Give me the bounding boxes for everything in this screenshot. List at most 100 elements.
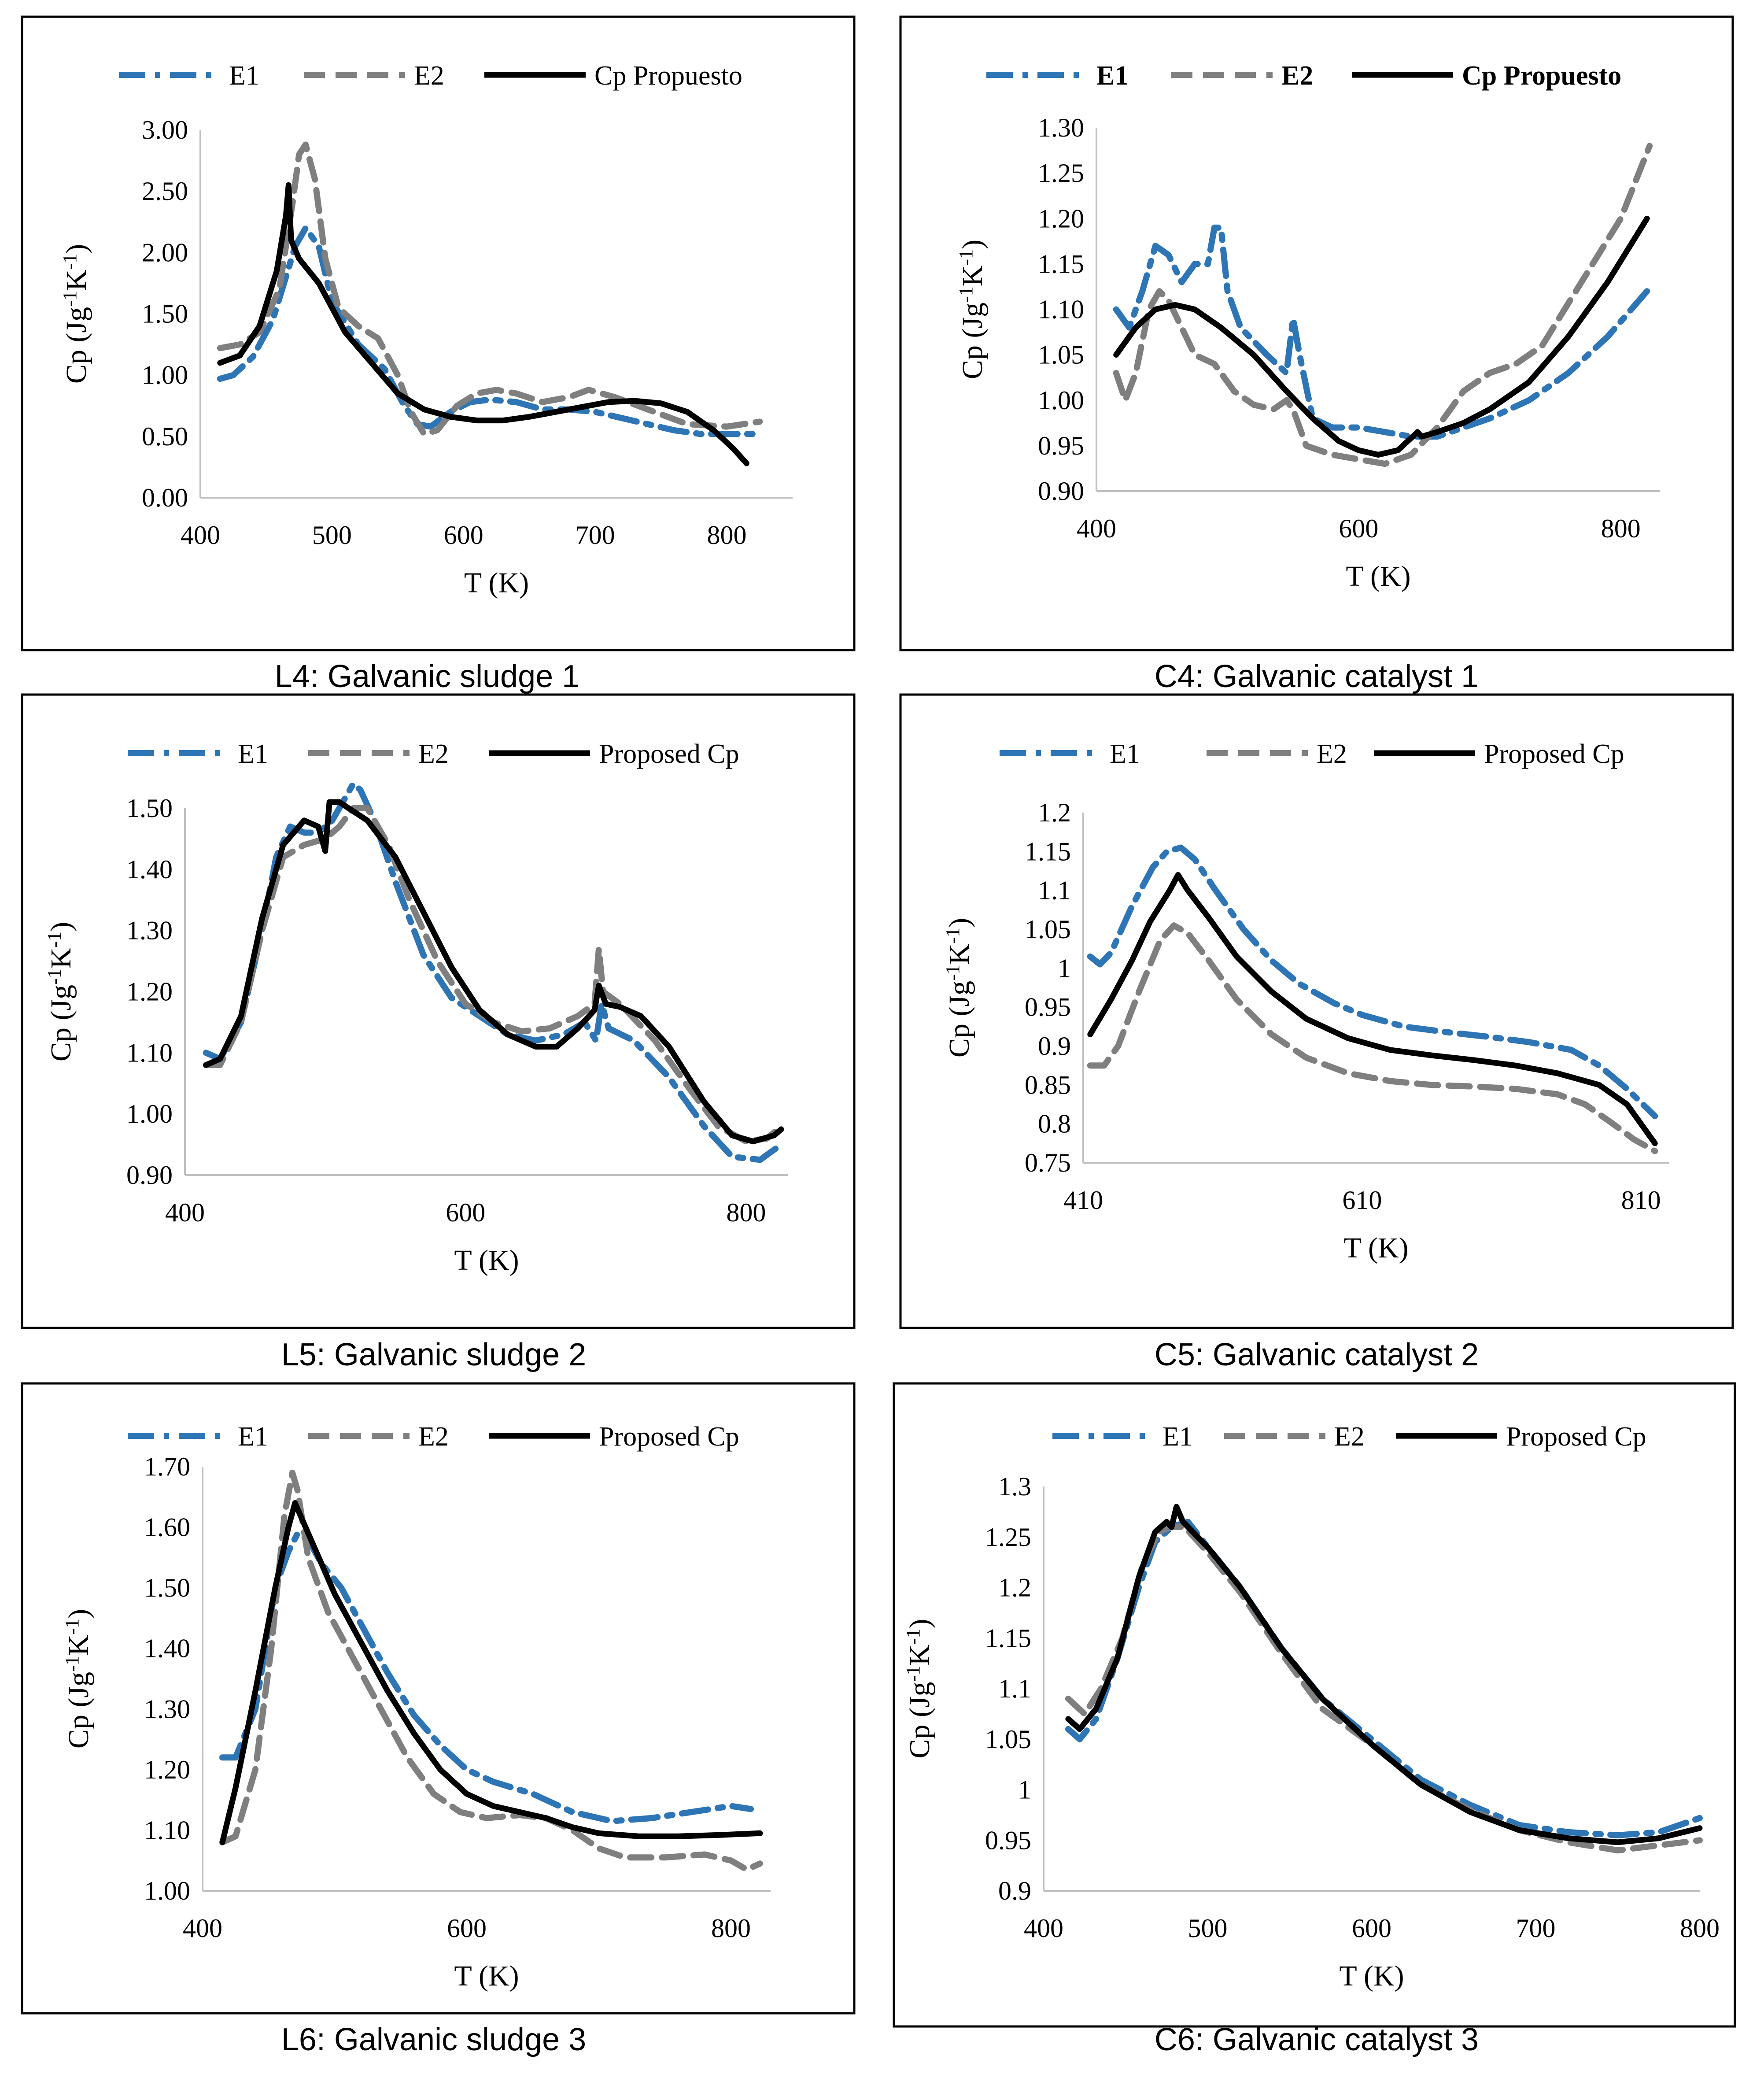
y-tick-label: 1.15 bbox=[1025, 837, 1071, 866]
y-tick-label: 1.3 bbox=[998, 1472, 1031, 1501]
chart-panel-l4: 0.00 0.50 1.00 1.50 2.00 2.50 3.00 400 500 600 700… bbox=[21, 15, 856, 651]
legend-label: E2 bbox=[1317, 739, 1347, 769]
chart-frame bbox=[21, 15, 856, 651]
chart-panel-c4: 0.90 0.95 1.00 1.05 1.10 1.15 1.20 1.25 1.30 400 6… bbox=[899, 15, 1734, 651]
y-axis-label-part: ) bbox=[60, 244, 92, 254]
y-tick-label: 2.50 bbox=[142, 177, 188, 206]
y-axis-label: Cp (Jg-1K-1) bbox=[59, 244, 92, 384]
y-tick-label: 0.9 bbox=[1038, 1032, 1071, 1061]
legend-label: Proposed Cp bbox=[599, 1422, 739, 1452]
chart-caption: C6: Galvanic catalyst 3 bbox=[1155, 2022, 1479, 2057]
x-tick-label: 400 bbox=[165, 1198, 205, 1227]
y-axis-label-part: K bbox=[45, 948, 77, 969]
y-tick-label: 1.50 bbox=[126, 794, 173, 823]
y-axis-label-superscript: -1 bbox=[955, 249, 977, 266]
x-tick-label: 500 bbox=[312, 521, 352, 550]
y-tick-label: 1.00 bbox=[142, 361, 188, 390]
y-axis-label-part: Cp (Jg bbox=[63, 1672, 95, 1749]
x-axis-label: T (K) bbox=[454, 1244, 519, 1276]
y-axis-label-part: Cp (Jg bbox=[904, 1682, 936, 1758]
y-tick-label: 0.95 bbox=[1025, 993, 1071, 1022]
y-tick-label: 0.90 bbox=[1038, 477, 1084, 506]
legend-label: Proposed Cp bbox=[1484, 739, 1624, 769]
chart-frame bbox=[21, 693, 856, 1329]
y-tick-label: 1.20 bbox=[1038, 204, 1084, 233]
legend-label: E1 bbox=[238, 739, 268, 769]
y-axis-label-part: Cp (Jg bbox=[943, 981, 975, 1057]
y-tick-label: 1 bbox=[1058, 954, 1071, 983]
x-axis-label: T (K) bbox=[464, 567, 529, 599]
y-tick-label: 1.40 bbox=[144, 1634, 190, 1663]
series-line-cp bbox=[217, 182, 749, 466]
series-line-cp bbox=[1113, 215, 1650, 458]
series-line-e1 bbox=[219, 1530, 754, 1824]
chart-caption: C5: Galvanic catalyst 2 bbox=[1155, 1337, 1479, 1372]
y-axis-label: Cp (Jg-1K-1) bbox=[61, 1609, 95, 1749]
y-axis-label-part: K bbox=[60, 270, 92, 291]
x-tick-label: 600 bbox=[1339, 514, 1378, 543]
y-axis-label-part: Cp (Jg bbox=[45, 985, 77, 1061]
chart-frame bbox=[899, 693, 1734, 1329]
y-tick-label: 1.1 bbox=[1038, 876, 1071, 905]
y-axis-label: Cp (Jg-1K-1) bbox=[902, 1619, 936, 1758]
y-tick-label: 1.50 bbox=[144, 1573, 190, 1602]
legend-label: E1 bbox=[238, 1422, 268, 1452]
y-tick-label: 1.30 bbox=[1038, 113, 1084, 142]
y-tick-label: 1.20 bbox=[144, 1755, 190, 1784]
y-axis-label-part: ) bbox=[904, 1619, 936, 1628]
legend-label: Proposed Cp bbox=[1506, 1422, 1646, 1452]
legend-label: E2 bbox=[414, 61, 444, 91]
series-line-cp bbox=[203, 799, 784, 1145]
chart-caption: L6: Galvanic sludge 3 bbox=[281, 2022, 586, 2057]
y-axis-label-superscript: -1 bbox=[59, 291, 81, 307]
y-axis-label-part: ) bbox=[943, 918, 975, 928]
x-tick-label: 600 bbox=[444, 521, 483, 550]
y-axis-label: Cp (Jg-1K-1) bbox=[44, 922, 77, 1061]
y-tick-label: 1.05 bbox=[1038, 340, 1084, 370]
chart-frame bbox=[21, 1382, 856, 2015]
x-tick-label: 600 bbox=[447, 1914, 487, 1943]
y-axis-label-superscript: -1 bbox=[61, 1656, 83, 1672]
x-tick-label: 800 bbox=[726, 1198, 766, 1227]
y-tick-label: 1.1 bbox=[998, 1674, 1031, 1703]
y-tick-label: 1 bbox=[1018, 1775, 1031, 1804]
chart-caption: L5: Galvanic sludge 2 bbox=[281, 1337, 586, 1372]
series-line-e2 bbox=[1113, 143, 1653, 467]
x-tick-label: 400 bbox=[181, 521, 220, 550]
y-axis-label-superscript: -1 bbox=[955, 286, 977, 303]
chart-caption: C4: Galvanic catalyst 1 bbox=[1155, 659, 1479, 694]
y-axis-label-part: Cp (Jg bbox=[60, 307, 92, 384]
legend-label: E2 bbox=[1281, 61, 1313, 91]
y-axis-label-part: ) bbox=[45, 922, 77, 932]
y-tick-label: 3.00 bbox=[142, 115, 188, 144]
series-line-e2 bbox=[1087, 922, 1658, 1154]
chart-frame bbox=[899, 15, 1734, 651]
series-line-e2 bbox=[219, 1469, 763, 1873]
y-axis-label-part: ) bbox=[956, 240, 989, 249]
y-tick-label: 0.75 bbox=[1025, 1148, 1071, 1177]
legend-label: E1 bbox=[1096, 61, 1128, 91]
legend-label: E2 bbox=[418, 1422, 449, 1452]
series-line-e1 bbox=[1087, 844, 1658, 1119]
y-tick-label: 1.30 bbox=[126, 916, 173, 945]
y-tick-label: 1.40 bbox=[126, 855, 173, 884]
y-tick-label: 1.00 bbox=[1038, 386, 1084, 415]
x-tick-label: 600 bbox=[446, 1198, 485, 1227]
x-tick-label: 700 bbox=[576, 521, 615, 550]
y-axis-label-superscript: -1 bbox=[902, 1666, 924, 1682]
y-tick-label: 1.70 bbox=[144, 1452, 190, 1481]
y-tick-label: 1.20 bbox=[126, 977, 173, 1006]
y-tick-label: 0.8 bbox=[1038, 1109, 1071, 1139]
x-tick-label: 400 bbox=[1077, 514, 1116, 543]
y-tick-label: 0.95 bbox=[985, 1826, 1031, 1855]
y-axis-label-part: K bbox=[63, 1635, 95, 1656]
y-axis-label-superscript: -1 bbox=[902, 1628, 924, 1645]
y-tick-label: 1.25 bbox=[1038, 159, 1084, 188]
y-axis-label-superscript: -1 bbox=[942, 928, 963, 944]
y-axis-label-superscript: -1 bbox=[942, 965, 963, 981]
y-tick-label: 1.15 bbox=[985, 1623, 1031, 1653]
y-tick-label: 0.50 bbox=[142, 422, 188, 451]
legend-label: E2 bbox=[1334, 1422, 1365, 1452]
y-axis-label-superscript: -1 bbox=[44, 969, 65, 985]
